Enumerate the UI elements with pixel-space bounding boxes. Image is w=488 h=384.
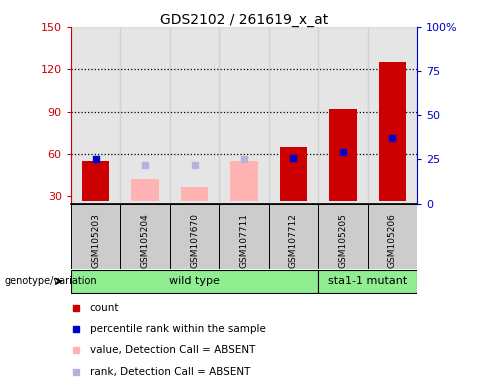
Bar bbox=[280, 147, 307, 201]
Bar bbox=[318, 204, 368, 269]
Text: genotype/variation: genotype/variation bbox=[5, 276, 98, 286]
Bar bbox=[181, 187, 208, 201]
Text: rank, Detection Call = ABSENT: rank, Detection Call = ABSENT bbox=[90, 367, 250, 377]
Text: GSM107670: GSM107670 bbox=[190, 214, 199, 268]
Text: GSM105203: GSM105203 bbox=[91, 214, 100, 268]
Text: sta1-1 mutant: sta1-1 mutant bbox=[328, 276, 407, 286]
Bar bbox=[170, 27, 219, 204]
Bar bbox=[368, 27, 417, 204]
Bar bbox=[230, 161, 258, 201]
Text: GSM105206: GSM105206 bbox=[388, 214, 397, 268]
Bar bbox=[82, 161, 109, 201]
Text: GSM107711: GSM107711 bbox=[240, 214, 248, 268]
Bar bbox=[219, 204, 269, 269]
Bar bbox=[318, 27, 368, 204]
Bar bbox=[368, 204, 417, 269]
Bar bbox=[71, 204, 120, 269]
Bar bbox=[71, 270, 318, 293]
Text: GSM105204: GSM105204 bbox=[141, 214, 149, 268]
Bar bbox=[379, 62, 406, 201]
Bar bbox=[120, 204, 170, 269]
Bar bbox=[318, 270, 417, 293]
Text: GSM105205: GSM105205 bbox=[339, 214, 347, 268]
Text: count: count bbox=[90, 303, 120, 313]
Bar bbox=[131, 179, 159, 201]
Bar bbox=[71, 27, 120, 204]
Bar bbox=[219, 27, 269, 204]
Bar bbox=[269, 204, 318, 269]
Text: GDS2102 / 261619_x_at: GDS2102 / 261619_x_at bbox=[160, 13, 328, 27]
Bar bbox=[269, 27, 318, 204]
Text: value, Detection Call = ABSENT: value, Detection Call = ABSENT bbox=[90, 346, 255, 356]
Text: wild type: wild type bbox=[169, 276, 220, 286]
Bar bbox=[170, 204, 219, 269]
Bar bbox=[329, 109, 357, 201]
Text: percentile rank within the sample: percentile rank within the sample bbox=[90, 324, 265, 334]
Bar bbox=[120, 27, 170, 204]
Text: GSM107712: GSM107712 bbox=[289, 214, 298, 268]
